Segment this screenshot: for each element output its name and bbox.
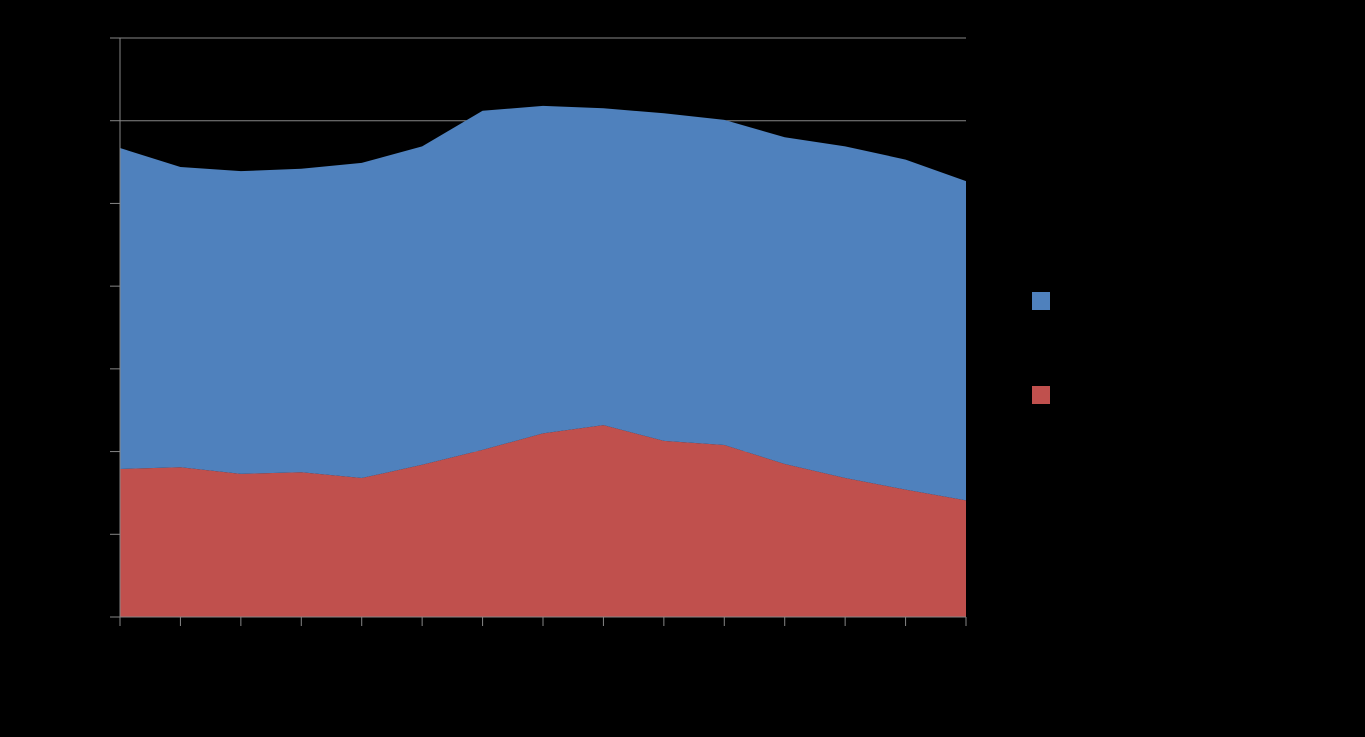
area bbox=[120, 425, 966, 617]
area bbox=[120, 105, 966, 501]
legend-swatch bbox=[1032, 292, 1050, 310]
legend-swatch bbox=[1032, 386, 1050, 404]
